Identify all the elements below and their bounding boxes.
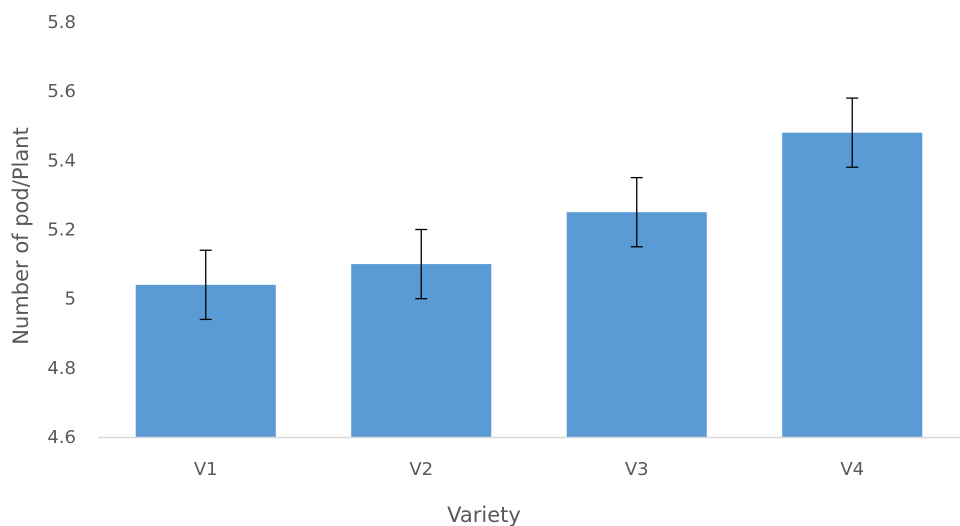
bar-v3 bbox=[566, 212, 707, 437]
bars-group bbox=[135, 132, 923, 437]
y-tick-label: 4.6 bbox=[47, 427, 76, 448]
y-tick-label: 5.2 bbox=[47, 220, 76, 241]
bar-v4 bbox=[782, 132, 923, 437]
x-tick-label: V2 bbox=[409, 459, 433, 480]
y-tick-label: 4.8 bbox=[47, 358, 76, 379]
y-tick-label: 5 bbox=[65, 289, 76, 310]
error-bar-v1 bbox=[199, 249, 212, 321]
x-axis-title: Variety bbox=[447, 503, 521, 526]
x-tick-label: V4 bbox=[840, 459, 864, 480]
x-axis-ticks: V1 V2 V3 V4 bbox=[194, 459, 864, 480]
y-axis-title: Number of pod/Plant bbox=[9, 127, 33, 344]
error-bar-v2 bbox=[415, 228, 428, 300]
error-bar-v3 bbox=[630, 176, 643, 248]
error-bar-v4 bbox=[846, 97, 859, 168]
x-tick-label: V1 bbox=[194, 459, 218, 480]
y-axis-ticks: 4.6 4.8 5 5.2 5.4 5.6 5.8 bbox=[47, 12, 76, 448]
y-tick-label: 5.8 bbox=[47, 12, 76, 33]
y-tick-label: 5.6 bbox=[47, 81, 76, 102]
y-tick-label: 5.4 bbox=[47, 150, 76, 171]
x-tick-label: V3 bbox=[625, 459, 649, 480]
error-bars-group bbox=[199, 97, 859, 321]
